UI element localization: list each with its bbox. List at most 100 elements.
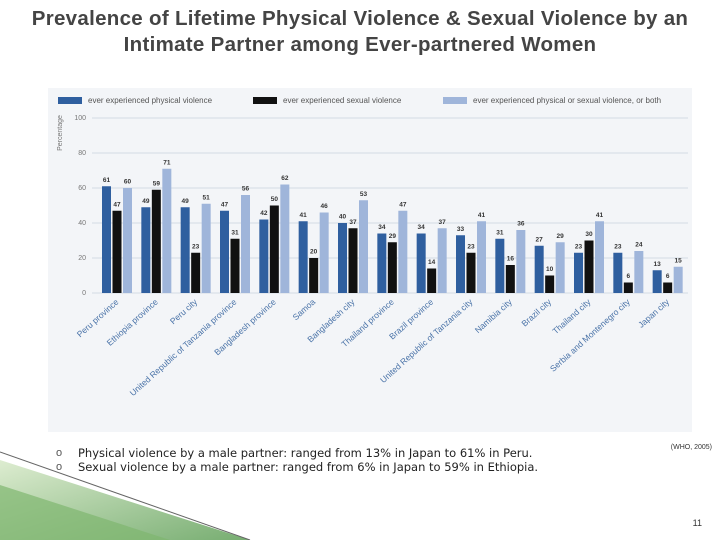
y-tick-label: 80 xyxy=(78,150,86,157)
bar xyxy=(545,275,555,293)
data-label: 23 xyxy=(192,243,200,250)
data-label: 47 xyxy=(221,201,229,208)
data-label: 14 xyxy=(428,259,436,266)
bar xyxy=(259,219,269,293)
data-label: 6 xyxy=(666,273,670,280)
bar xyxy=(495,238,505,293)
data-label: 6 xyxy=(627,273,631,280)
data-label: 41 xyxy=(596,212,604,219)
legend-swatch xyxy=(443,97,467,104)
bar xyxy=(348,228,358,293)
legend-label: ever experienced physical or sexual viol… xyxy=(473,96,661,105)
bar xyxy=(220,210,229,293)
data-label: 31 xyxy=(496,229,504,236)
bar xyxy=(456,235,465,293)
data-label: 13 xyxy=(654,261,662,268)
data-label: 50 xyxy=(271,196,279,203)
data-label: 37 xyxy=(349,219,357,226)
y-tick-label: 0 xyxy=(82,290,86,297)
bar xyxy=(319,212,329,293)
data-label: 56 xyxy=(242,186,250,193)
data-label: 34 xyxy=(418,224,426,231)
bar xyxy=(574,252,583,293)
data-label: 49 xyxy=(182,198,190,205)
data-label: 37 xyxy=(439,219,447,226)
data-label: 42 xyxy=(260,210,268,217)
bar xyxy=(505,265,515,293)
data-label: 10 xyxy=(546,266,554,273)
data-label: 16 xyxy=(507,256,515,263)
data-label: 23 xyxy=(467,243,475,250)
data-label: 29 xyxy=(389,233,397,240)
bar xyxy=(516,230,526,293)
data-label: 33 xyxy=(457,226,465,233)
bar xyxy=(398,210,408,293)
bar xyxy=(466,252,476,293)
slide-title: Prevalence of Lifetime Physical Violence… xyxy=(31,7,689,56)
data-label: 24 xyxy=(635,242,643,249)
data-label: 30 xyxy=(585,231,593,238)
data-label: 51 xyxy=(203,194,211,201)
bar xyxy=(230,238,240,293)
bar xyxy=(241,195,250,293)
bar xyxy=(377,233,387,293)
data-label: 62 xyxy=(281,175,289,182)
bar xyxy=(162,168,172,293)
data-label: 47 xyxy=(399,201,407,208)
bar xyxy=(191,252,201,293)
data-label: 29 xyxy=(557,233,565,240)
data-label: 34 xyxy=(378,224,386,231)
bar xyxy=(416,233,426,293)
bar xyxy=(309,258,319,293)
bar xyxy=(280,184,290,293)
bar xyxy=(298,221,308,293)
data-label: 47 xyxy=(113,201,121,208)
data-label: 31 xyxy=(231,229,239,236)
y-tick-label: 40 xyxy=(78,220,86,227)
bar xyxy=(555,242,565,293)
bar xyxy=(652,270,662,293)
bar xyxy=(623,282,633,293)
data-label: 49 xyxy=(142,198,150,205)
bar xyxy=(338,223,347,293)
bar xyxy=(123,188,132,293)
bar xyxy=(477,221,486,293)
page-number: 11 xyxy=(692,518,702,528)
bullet: Physical violence by a male partner: ran… xyxy=(78,446,533,460)
y-tick-label: 20 xyxy=(78,255,86,262)
decoration xyxy=(0,451,251,540)
bar xyxy=(387,242,397,293)
data-label: 27 xyxy=(536,236,544,243)
legend-swatch xyxy=(58,97,82,104)
data-label: 40 xyxy=(339,214,347,221)
bar xyxy=(269,205,279,293)
data-label: 53 xyxy=(360,191,368,198)
data-label: 20 xyxy=(310,249,318,256)
bullet-marker: o xyxy=(56,447,63,459)
bar xyxy=(534,245,544,293)
data-label: 46 xyxy=(321,203,329,210)
data-label: 23 xyxy=(575,243,583,250)
bar xyxy=(180,207,190,293)
data-label: 15 xyxy=(675,257,683,264)
bar xyxy=(141,207,151,293)
legend-label: ever experienced physical violence xyxy=(88,96,213,105)
bar xyxy=(359,200,368,293)
y-tick-label: 60 xyxy=(78,185,86,192)
y-axis-label: Percentage xyxy=(57,115,64,151)
bar xyxy=(584,240,594,293)
bar xyxy=(634,251,644,293)
data-label: 59 xyxy=(153,180,161,187)
data-label: 61 xyxy=(103,177,111,184)
data-label: 23 xyxy=(614,243,622,250)
bar xyxy=(112,210,122,293)
y-tick-label: 100 xyxy=(74,115,86,122)
bar xyxy=(102,186,111,293)
bar xyxy=(437,228,447,293)
bar xyxy=(673,266,683,293)
legend-swatch xyxy=(253,97,277,104)
bar xyxy=(201,203,211,293)
bar xyxy=(595,221,604,293)
data-label: 71 xyxy=(163,159,171,166)
bullet: Sexual violence by a male partner: range… xyxy=(78,460,539,474)
